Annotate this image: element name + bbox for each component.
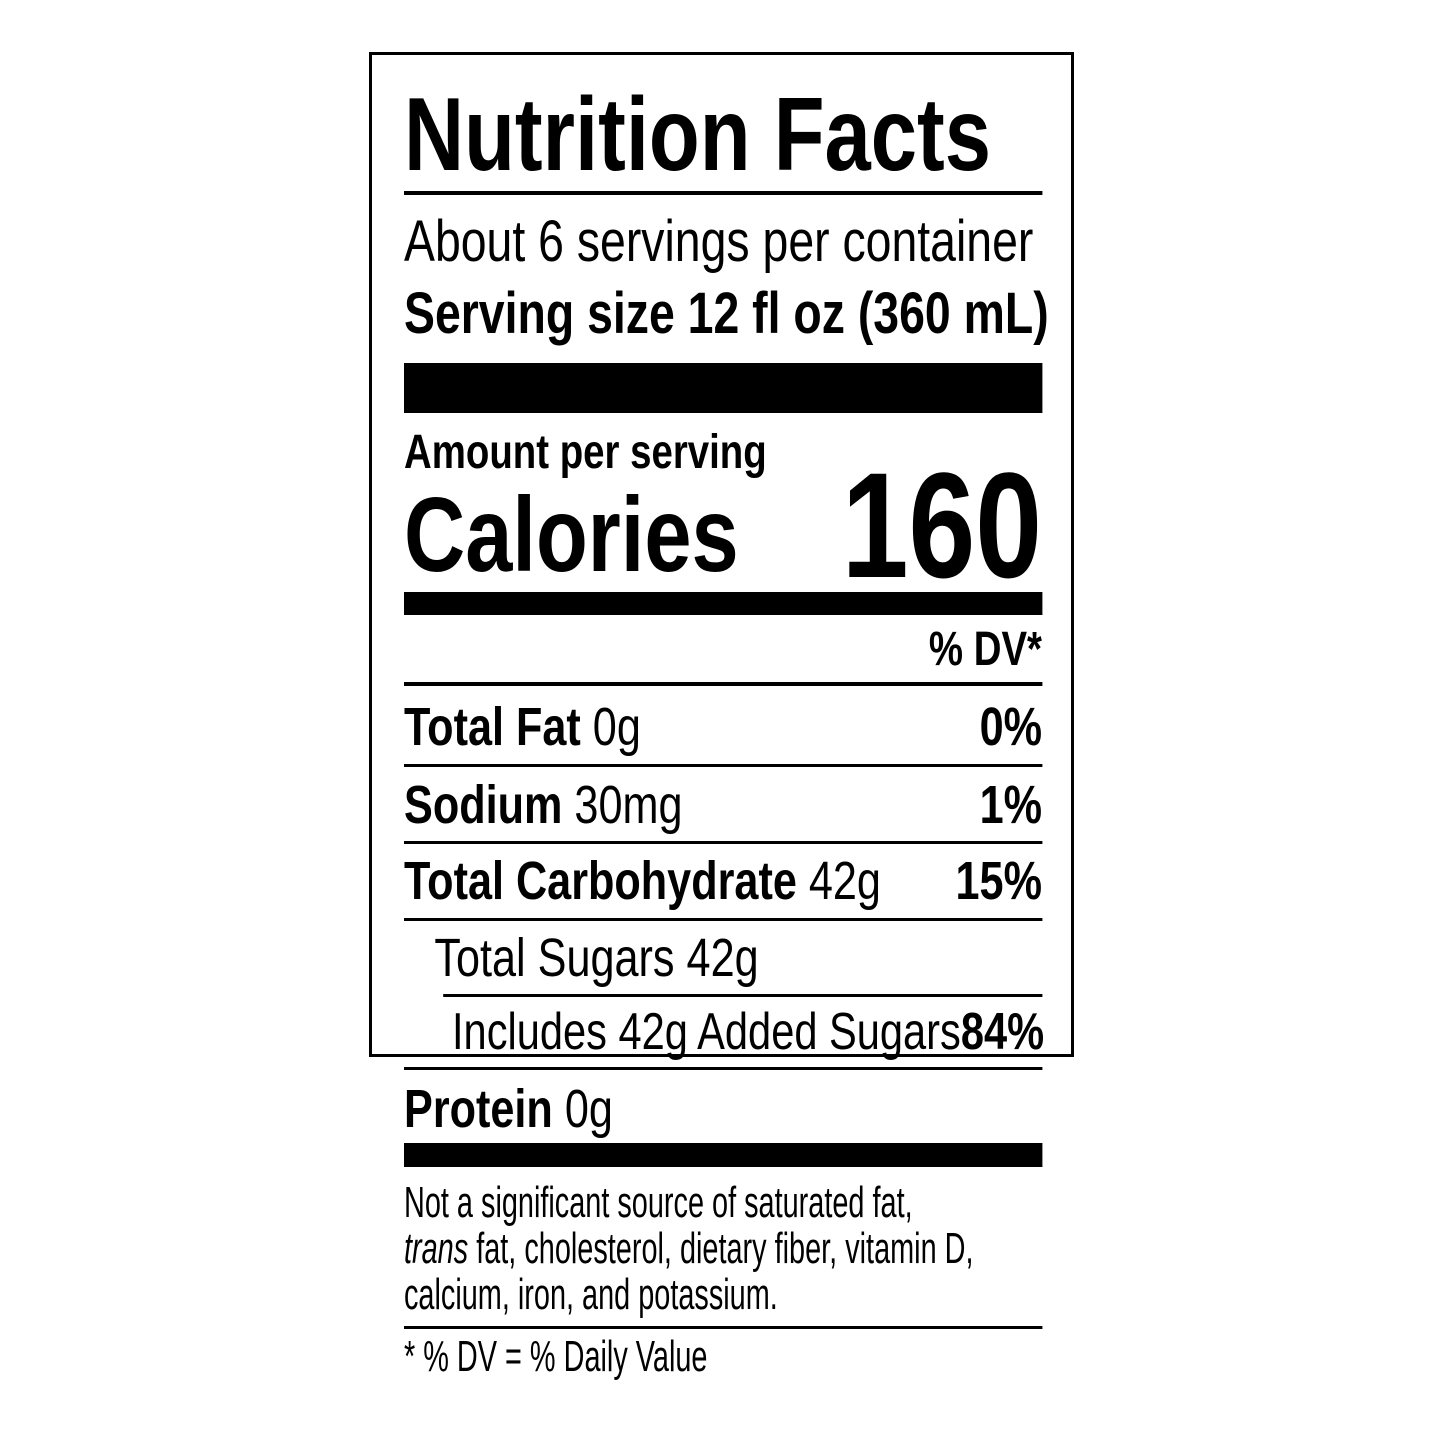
nutrient-row: Includes 42g Added Sugars 84% [452,1003,1045,1061]
footnote-text: Not a significant source of saturated fa… [404,1178,913,1227]
nutrient-row: Total Fat 0g 0% [404,700,1042,754]
label-border [369,52,1074,1057]
nutrient-amount: 30mg [574,775,683,835]
nutrient-amount: 42g [808,851,881,911]
footnote-text: fat, cholesterol, dietary fiber, vitamin… [404,1224,974,1319]
nutrient-name: Total Sugars [434,928,675,988]
footnote-italic: trans [404,1224,469,1273]
rule [404,841,1042,844]
thick-bar [404,1143,1042,1167]
nutrition-label: Nutrition Facts About 6 servings per con… [404,0,1049,1445]
title: Nutrition Facts [404,77,992,193]
nutrient-name: Protein [404,1079,553,1139]
rule [404,191,1042,195]
nutrient-name: Total Fat [404,697,581,757]
rule [404,1326,1042,1329]
nutrient-dv: 0% [979,697,1042,757]
nutrient-amount: 42g [686,928,759,988]
servings: About 6 servings per container [404,209,1034,274]
dv-header: % DV* [928,623,1042,676]
nutrient-name: Sodium [404,775,563,835]
rule [443,994,1042,997]
footer: * % DV = % Daily Value [404,1332,708,1381]
nutrient-row: Total Sugars 42g [434,931,1042,985]
serving-size: Serving size 12 fl oz (360 mL) [404,281,1049,346]
thick-bar [404,363,1042,413]
nutrient-row: Sodium 30mg 1% [404,778,1042,832]
nutrient-dv: 15% [955,851,1042,911]
footnote: Not a significant source of saturated fa… [404,1180,1042,1318]
nutrient-row: Protein 0g [404,1082,1042,1136]
rule [404,764,1042,767]
nutrient-name: Includes 42g Added Sugars [452,1003,961,1061]
amount-per-serving: Amount per serving [404,426,767,479]
thick-bar [404,592,1042,615]
nutrient-amount: 0g [592,697,641,757]
calories-value: 160 [841,441,1042,609]
nutrient-row: Total Carbohydrate 42g 15% [404,854,1042,908]
calories-label: Calories [404,476,739,594]
nutrient-name: Total Carbohydrate [404,851,797,911]
rule [404,1067,1042,1070]
nutrient-amount: 0g [564,1079,613,1139]
nutrient-dv: 84% [960,1003,1045,1061]
nutrient-dv: 1% [979,775,1042,835]
rule [404,918,1042,921]
rule [404,682,1042,686]
